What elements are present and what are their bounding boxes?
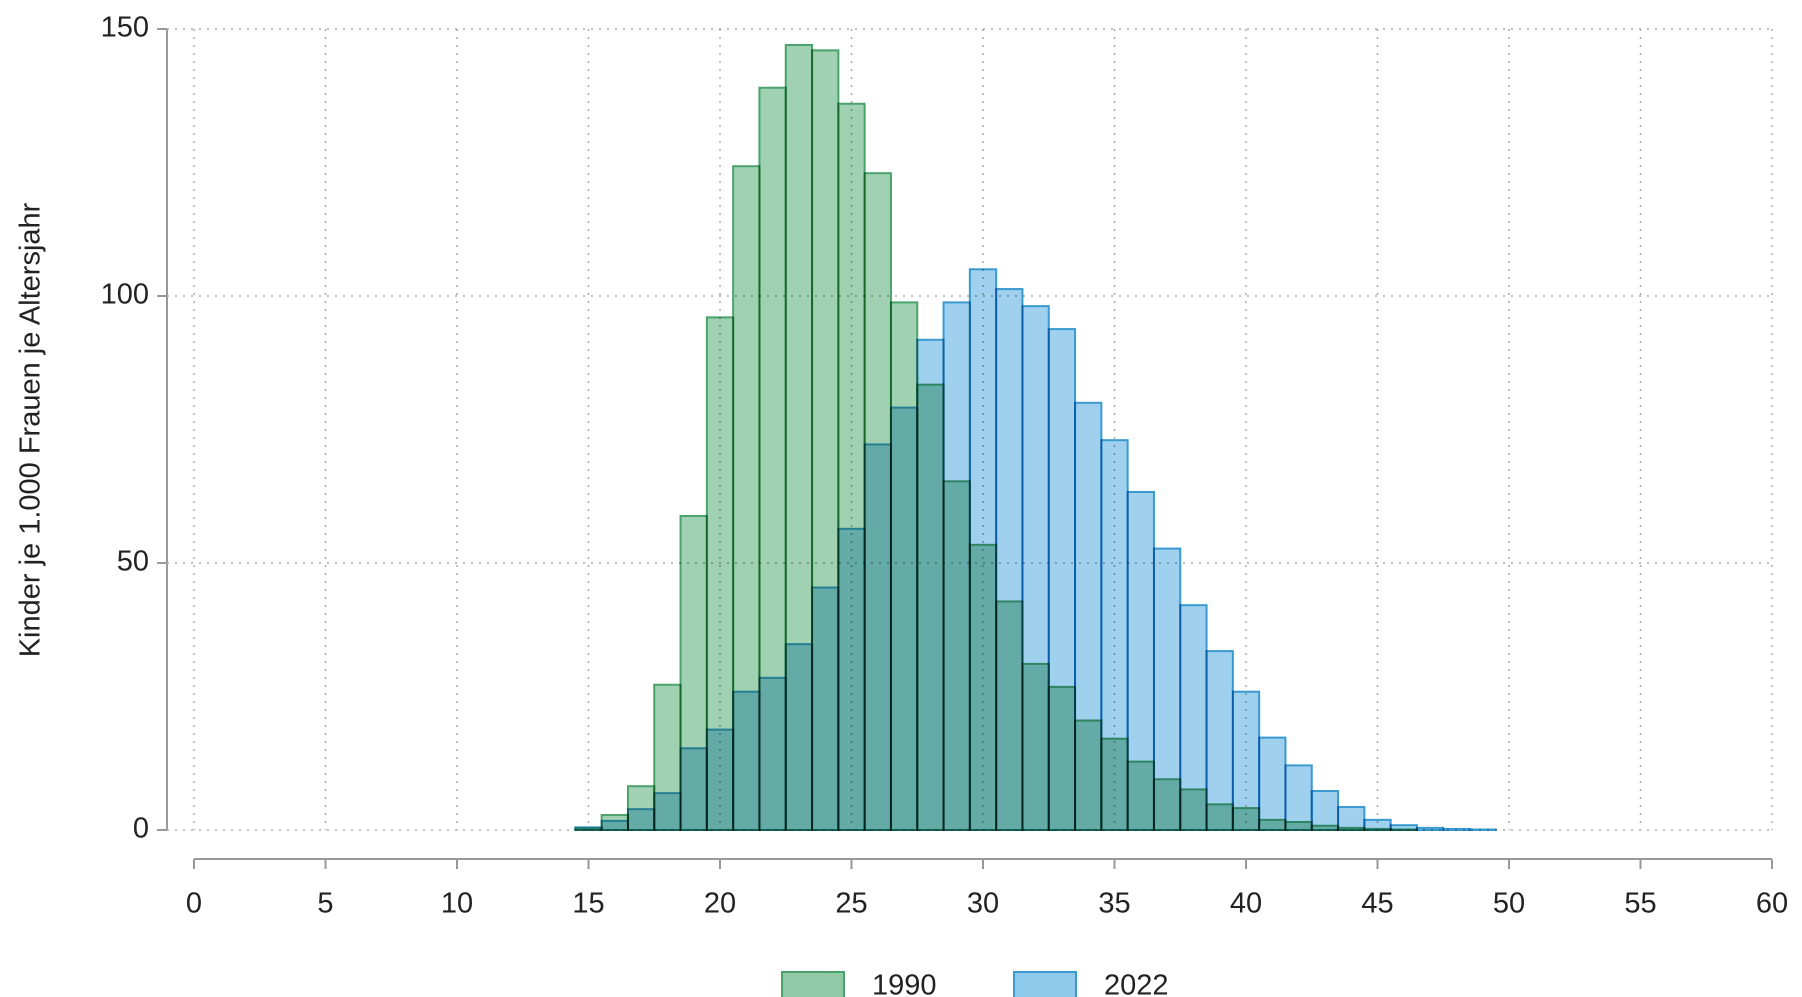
x-tick-label: 55 [1624, 888, 1656, 920]
x-tick-label: 5 [317, 888, 333, 920]
legend-label: 1990 [872, 970, 937, 997]
bar [1442, 827, 1471, 832]
legend-label: 2022 [1104, 970, 1169, 997]
bar [626, 808, 656, 832]
bar [968, 268, 998, 831]
x-tick-label: 15 [572, 888, 604, 920]
bar [1021, 305, 1050, 831]
bar [679, 747, 708, 831]
bar [1047, 328, 1077, 831]
x-tick-label: 10 [441, 888, 473, 920]
y-tick-label: 0 [133, 813, 149, 845]
bar [732, 690, 761, 831]
x-tick-label: 45 [1361, 888, 1393, 920]
bar [1179, 604, 1208, 831]
x-tick-label: 20 [704, 888, 736, 920]
x-tick-label: 60 [1756, 888, 1788, 920]
legend-swatch [1013, 971, 1077, 997]
bar [1284, 764, 1313, 831]
bar [600, 819, 629, 831]
x-tick-label: 25 [835, 888, 867, 920]
x-tick-label: 0 [186, 888, 202, 920]
bar [1337, 806, 1366, 832]
bar [995, 288, 1024, 832]
bar [705, 728, 735, 831]
x-tick-label: 35 [1098, 888, 1130, 920]
bar [916, 338, 945, 831]
x-tick-label: 50 [1493, 888, 1525, 920]
bar [1468, 828, 1497, 832]
bar [1074, 401, 1103, 831]
bar [1389, 824, 1418, 831]
x-tick-label: 30 [967, 888, 999, 920]
bar [1363, 818, 1392, 832]
y-tick-label: 50 [117, 546, 149, 578]
y-axis-label: Kinder je 1.000 Frauen je Altersjahr [15, 202, 47, 657]
bar [837, 527, 866, 831]
bar [811, 586, 840, 832]
bar [784, 643, 814, 832]
bar [942, 301, 971, 831]
x-tick-label: 40 [1230, 888, 1262, 920]
bar [1231, 690, 1261, 831]
bar [1415, 826, 1445, 832]
y-tick-label: 150 [101, 12, 149, 44]
bar [889, 406, 919, 831]
bar [653, 792, 682, 831]
bar [1100, 439, 1129, 831]
bar [1310, 790, 1340, 832]
bar [1152, 547, 1182, 831]
bar [1126, 490, 1155, 831]
y-tick-label: 100 [101, 279, 149, 311]
legend-swatch [781, 971, 845, 997]
bar [1205, 650, 1234, 831]
bar [758, 676, 787, 831]
bar [574, 826, 603, 832]
bar [1258, 736, 1287, 831]
bar [863, 443, 892, 831]
